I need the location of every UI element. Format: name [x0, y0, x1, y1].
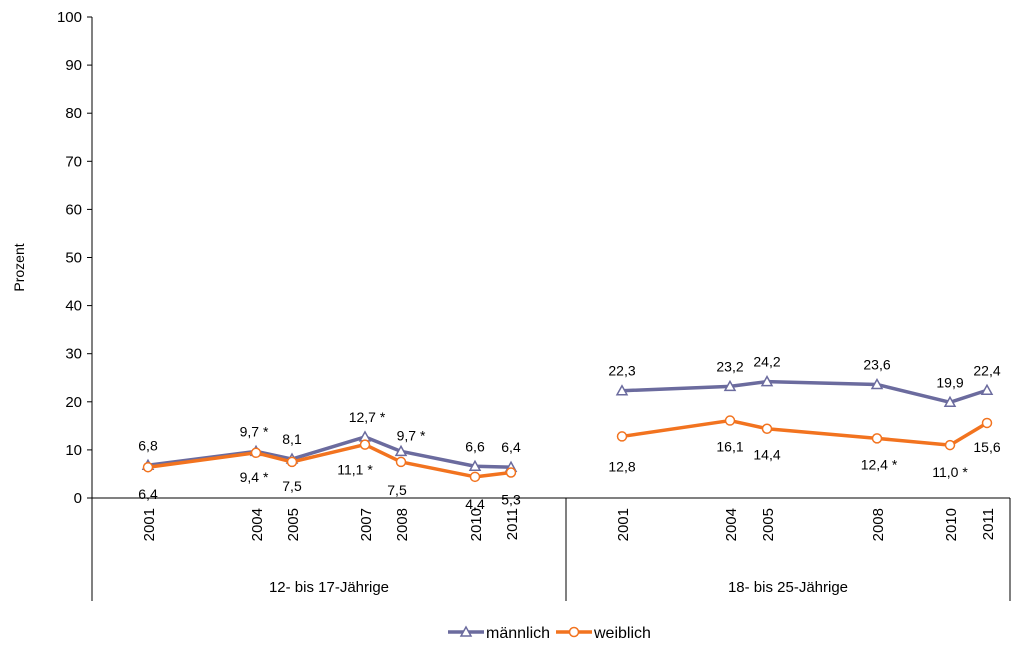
data-label: 12,8: [608, 458, 635, 474]
data-label: 4,4: [465, 496, 485, 512]
x-tick-label: 2010: [943, 508, 960, 541]
marker-circle: [469, 471, 481, 483]
marker-triangle: [723, 379, 737, 392]
marker-circle: [359, 439, 371, 450]
data-label: 9,4 *: [240, 469, 269, 485]
data-label: 8,1: [282, 431, 302, 447]
y-tick-label: 40: [65, 298, 82, 315]
group-label: 18- bis 25-Jährige: [728, 579, 848, 596]
x-tick-label: 2011: [504, 508, 521, 540]
x-tick-label: 2010: [468, 508, 485, 541]
legend-label: weiblich: [593, 625, 651, 642]
data-label: 6,4: [138, 486, 158, 502]
y-axis-title: Prozent: [11, 243, 27, 291]
y-tick-label: 80: [65, 105, 82, 122]
group-label: 12- bis 17-Jährige: [269, 579, 389, 596]
marker-circle: [505, 467, 517, 478]
marker-circle: [944, 439, 956, 451]
x-tick-label: 2004: [723, 508, 740, 541]
data-label: 11,0 *: [932, 464, 968, 480]
series-line-männlich: [621, 379, 988, 405]
data-label: 9,7 *: [397, 427, 426, 443]
marker-triangle: [615, 384, 629, 396]
marker-circle: [871, 433, 883, 444]
data-label: 6,8: [138, 437, 158, 453]
data-label: 7,5: [282, 478, 302, 494]
legend-marker-triangle: [459, 625, 473, 637]
data-label: 6,4: [501, 439, 521, 455]
x-tick-label: 2005: [760, 508, 777, 541]
y-tick-label: 20: [65, 394, 82, 411]
data-label: 19,9: [936, 374, 963, 390]
x-tick-label: 2001: [141, 508, 158, 541]
legend-marker-circle: [568, 626, 580, 638]
data-label: 22,3: [608, 363, 635, 379]
data-label: 11,1 *: [337, 462, 373, 478]
x-tick-label: 2001: [615, 508, 632, 541]
marker-circle: [761, 423, 773, 434]
data-label: 23,2: [716, 358, 743, 374]
x-tick-label: 2011: [980, 508, 997, 540]
x-tick-label: 2007: [358, 508, 375, 541]
data-label: 22,4: [973, 362, 1000, 378]
data-label: 6,6: [465, 438, 485, 454]
data-label: 7,5: [387, 482, 407, 498]
data-label: 12,7 *: [349, 409, 386, 425]
y-tick-label: 60: [65, 201, 82, 218]
data-label: 9,7 *: [240, 423, 269, 439]
y-tick-label: 100: [57, 9, 82, 26]
y-tick-label: 0: [74, 490, 82, 507]
y-tick-label: 70: [65, 153, 82, 170]
data-label: 5,3: [501, 492, 521, 508]
marker-circle: [250, 447, 262, 459]
marker-triangle: [870, 377, 884, 390]
marker-circle: [724, 415, 736, 426]
data-label: 15,6: [973, 439, 1000, 455]
marker-triangle: [760, 375, 774, 387]
marker-circle: [286, 456, 298, 468]
x-tick-label: 2008: [870, 508, 887, 541]
marker-circle: [142, 461, 154, 473]
data-label: 23,6: [863, 356, 890, 372]
data-label: 24,2: [753, 354, 780, 370]
y-tick-label: 30: [65, 346, 82, 363]
marker-triangle: [394, 444, 408, 457]
marker-circle: [981, 417, 993, 429]
marker-circle: [395, 456, 407, 468]
x-tick-label: 2005: [285, 508, 302, 541]
data-label: 12,4 *: [861, 456, 898, 472]
y-tick-label: 90: [65, 57, 82, 74]
data-label: 16,1: [716, 439, 743, 455]
y-tick-label: 50: [65, 250, 82, 267]
x-tick-label: 2008: [394, 508, 411, 541]
marker-circle: [616, 431, 628, 442]
data-label: 14,4: [753, 447, 780, 463]
x-tick-label: 2004: [249, 508, 266, 541]
y-tick-label: 10: [65, 442, 82, 459]
marker-triangle: [980, 383, 994, 396]
marker-triangle: [468, 459, 482, 472]
marker-triangle: [943, 395, 957, 408]
series-line-weiblich: [621, 418, 988, 447]
legend-label: männlich: [486, 625, 550, 642]
